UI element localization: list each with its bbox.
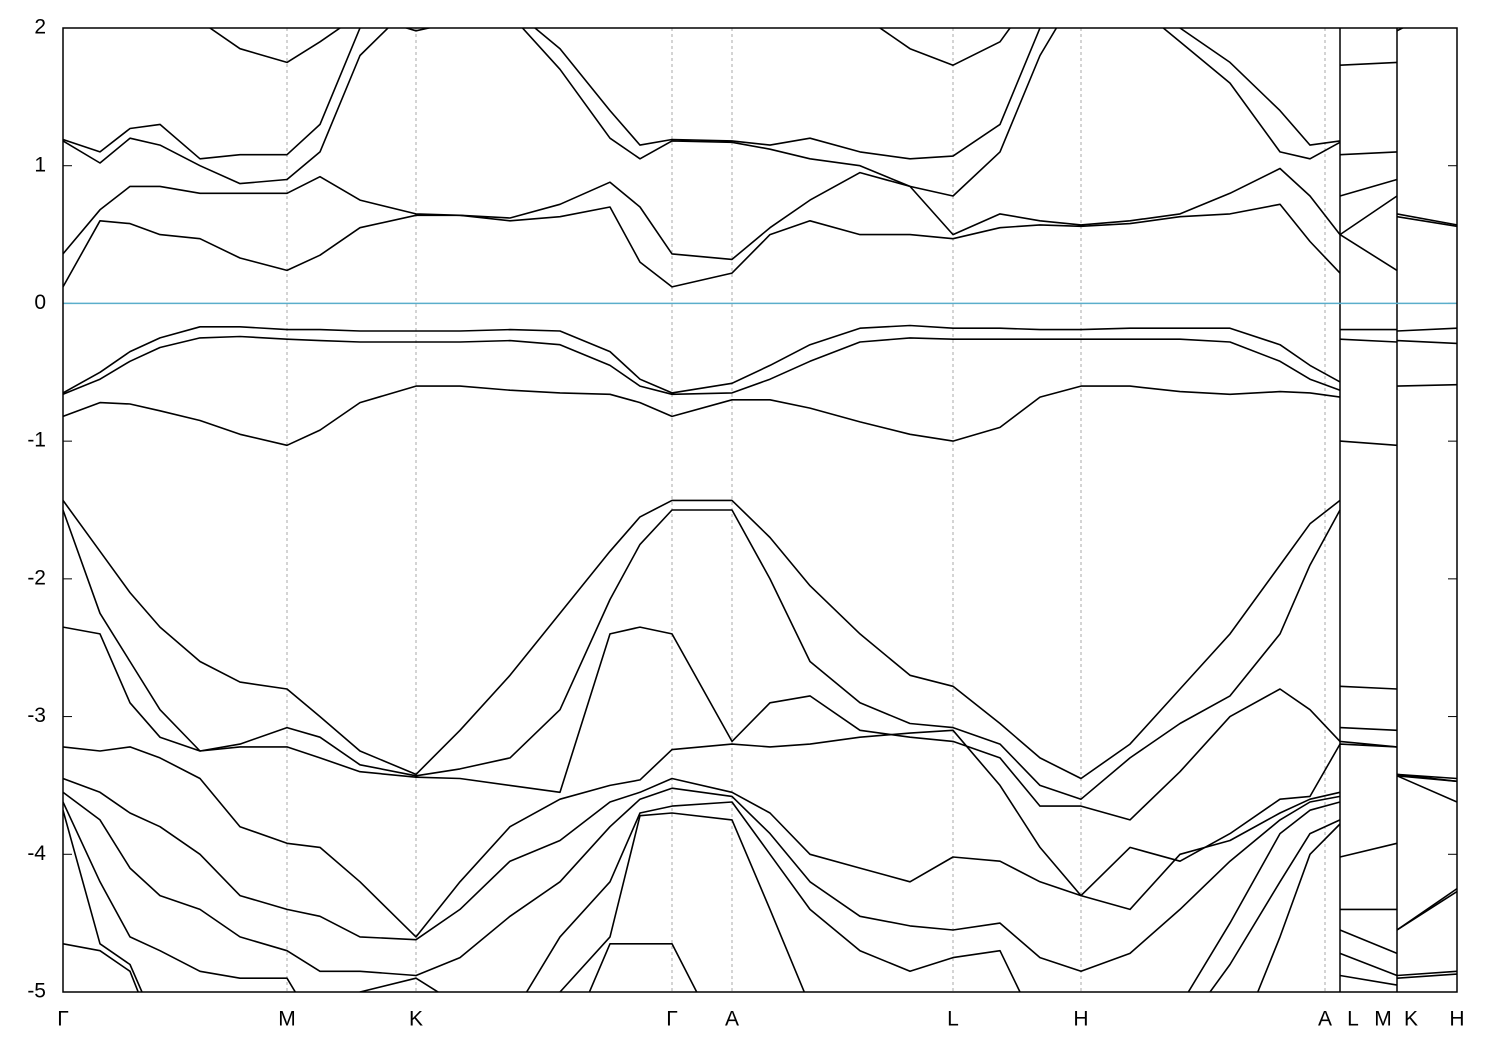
band-line: [63, 335, 1457, 396]
x-tick-label: L: [947, 1008, 959, 1031]
band-line: [63, 787, 1457, 977]
band-line: [63, 809, 1457, 992]
y-tick-label: -2: [27, 566, 46, 589]
band-line: [63, 324, 1457, 394]
band-line: [63, 383, 1457, 447]
x-tick-label: K: [409, 1008, 423, 1031]
plot-area: [63, 28, 1457, 992]
y-tick-label: 2: [34, 16, 46, 39]
x-tick-label: Γ: [57, 1008, 69, 1031]
x-tick-label: A: [1318, 1008, 1332, 1031]
band-line: [63, 801, 1457, 992]
band-line: [63, 28, 1398, 160]
y-tick-label: -1: [27, 429, 46, 452]
x-tick-label: M: [278, 1008, 296, 1031]
band-line: [63, 823, 1398, 992]
x-tick-label: Γ: [666, 1008, 678, 1031]
x-tick-label: L: [1347, 1008, 1359, 1031]
x-tick-label: A: [725, 1008, 739, 1031]
x-tick-label: H: [1449, 1008, 1464, 1031]
band-line: [63, 203, 1457, 288]
y-tick-label: -4: [27, 842, 46, 865]
band-line: [63, 729, 1457, 938]
x-tick-label: K: [1404, 1008, 1418, 1031]
band-line: [63, 167, 1457, 261]
band-line: [63, 28, 1399, 197]
y-tick-label: 0: [34, 291, 46, 314]
y-tick-label: -3: [27, 704, 46, 727]
plot-frame: [62, 27, 1458, 993]
band-line: [208, 28, 1405, 66]
x-tick-label: M: [1374, 1008, 1392, 1031]
y-tick-label: 1: [34, 153, 46, 176]
x-tick-label: H: [1073, 1008, 1088, 1031]
y-tick-label: -5: [27, 980, 46, 1003]
